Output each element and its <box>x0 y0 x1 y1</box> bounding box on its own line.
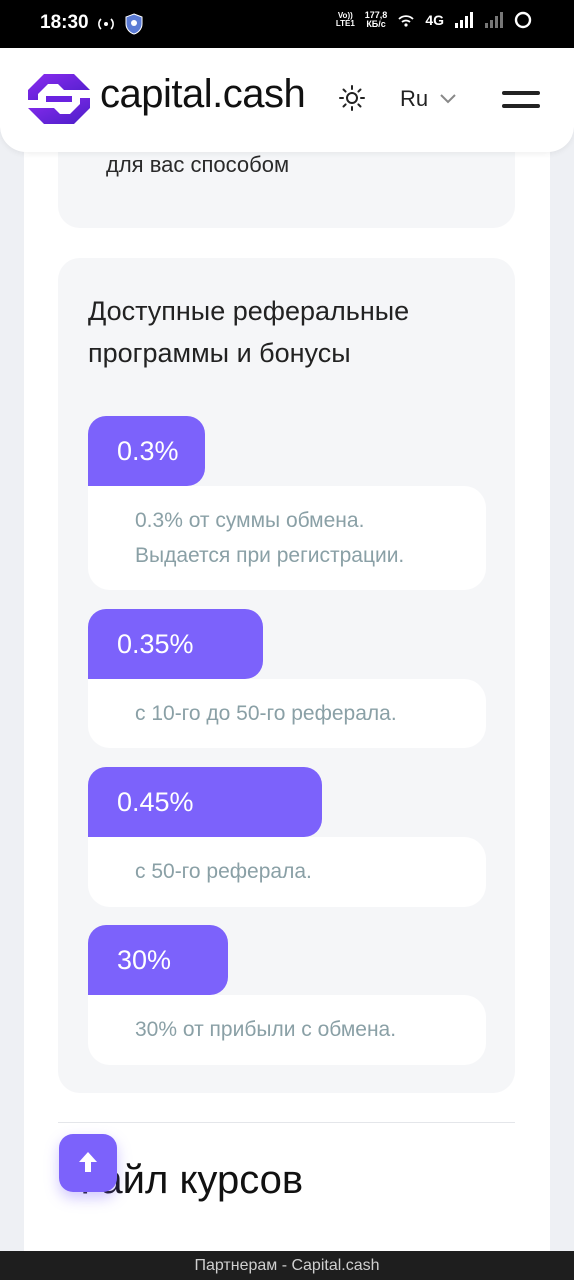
chevron-down-icon <box>440 94 456 104</box>
sun-icon[interactable] <box>338 84 366 112</box>
status-time: 18:30 <box>40 12 89 33</box>
signal-sim2-icon <box>485 12 503 28</box>
section-divider <box>58 1122 515 1123</box>
tier-percent-badge: 0.35% <box>88 609 263 679</box>
arrow-up-icon <box>79 1152 97 1172</box>
shield-app-icon <box>125 13 143 35</box>
status-bar: 18:30 Vo)) LTE1 177,8 КБ/с 4G <box>0 0 574 48</box>
scroll-to-top-button[interactable] <box>59 1134 117 1192</box>
tier-description: с 10-го до 50-го реферала. <box>88 679 486 748</box>
language-selector[interactable]: Ru <box>400 86 456 112</box>
brand-name[interactable]: capital.cash <box>100 72 306 116</box>
network-speed: 177,8 КБ/с <box>364 10 388 29</box>
language-label: Ru <box>400 86 429 111</box>
tier-description: 30% от прибыли с обмена. <box>88 995 486 1065</box>
network-type: 4G <box>425 12 444 28</box>
capital-cash-logo-icon[interactable] <box>24 70 94 128</box>
status-left-icons <box>96 13 144 35</box>
hotspot-icon <box>98 18 114 30</box>
site-header: capital.cash Ru <box>0 48 574 152</box>
signal-icon <box>455 12 473 28</box>
tier-description: 0.3% от суммы обмена. Выдается при регис… <box>88 486 486 590</box>
volte-indicator: Vo)) LTE1 <box>335 11 355 28</box>
tier-description: с 50-го реферала. <box>88 837 486 907</box>
browser-title-bar: Партнерам - Capital.cash <box>0 1251 574 1280</box>
referral-programs-title: Доступные реферальные программы и бонусы <box>88 296 410 368</box>
tier-percent-badge: 0.3% <box>88 416 205 486</box>
tier-percent-badge: 30% <box>88 925 228 995</box>
hamburger-menu-icon[interactable] <box>502 91 540 113</box>
referral-programs-card: Доступные реферальные программы и бонусы… <box>58 258 515 1093</box>
status-right-icons: Vo)) LTE1 177,8 КБ/с 4G <box>336 11 532 29</box>
tier-percent-badge: 0.45% <box>88 767 322 837</box>
info-card-text: для вас способом <box>106 152 290 177</box>
loading-icon <box>514 11 532 29</box>
wifi-icon <box>398 15 414 27</box>
